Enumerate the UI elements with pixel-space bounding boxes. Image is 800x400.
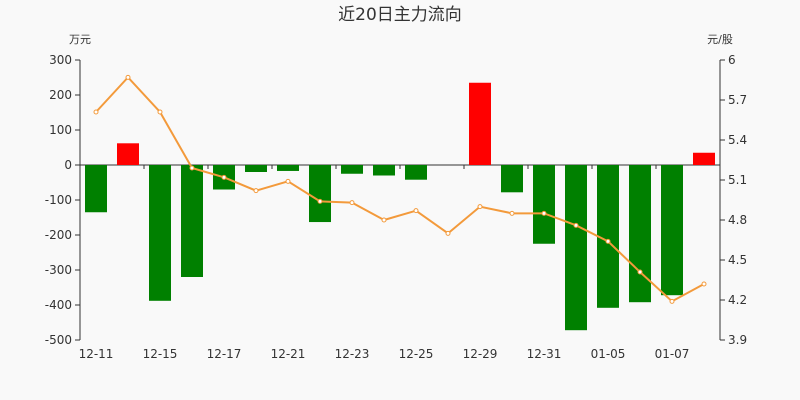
flow-bar — [373, 165, 395, 176]
x-tick-label: 01-05 — [591, 347, 626, 361]
left-axis-unit: 万元 — [69, 33, 91, 46]
x-tick-label: 12-23 — [335, 347, 370, 361]
left-tick-label: -200 — [45, 228, 72, 242]
x-tick-label: 12-11 — [79, 347, 114, 361]
flow-bar — [245, 165, 267, 172]
flow-bar — [341, 165, 363, 174]
flow-bar — [469, 82, 491, 165]
flow-bar — [533, 165, 555, 244]
left-tick-label: -300 — [45, 263, 72, 277]
price-point — [701, 281, 707, 287]
flow-bar — [565, 165, 587, 331]
axes — [75, 59, 725, 341]
tick-labels: 300 200 100 0 -100 -200 -300 -400 -500 6 5.7 5.4 5.1… — [45, 53, 747, 361]
price-point — [381, 217, 387, 223]
flow-bar — [309, 165, 331, 223]
x-tick-label: 12-29 — [463, 347, 498, 361]
x-tick-label: 12-15 — [143, 347, 178, 361]
left-tick-label: -100 — [45, 193, 72, 207]
price-point — [285, 178, 291, 184]
price-point — [573, 222, 579, 228]
flow-bar — [117, 143, 139, 165]
chart-title: 近20日主力流向 — [338, 5, 462, 25]
bar-series — [85, 82, 715, 331]
x-tick-label: 12-21 — [271, 347, 306, 361]
flow-bar — [85, 165, 107, 213]
right-tick-label: 5.1 — [728, 173, 747, 187]
x-tick-label: 12-31 — [527, 347, 562, 361]
price-point — [157, 109, 163, 115]
price-point — [605, 238, 611, 244]
price-point — [349, 200, 355, 206]
price-point — [477, 204, 483, 210]
price-point — [221, 174, 227, 180]
price-point — [541, 210, 547, 216]
price-point — [669, 298, 675, 304]
flow-bar — [501, 165, 523, 193]
price-line — [95, 75, 705, 303]
x-tick-label: 12-17 — [207, 347, 242, 361]
right-tick-label: 4.5 — [728, 253, 747, 267]
flow-bar — [693, 152, 715, 165]
price-point — [93, 109, 99, 115]
price-point — [253, 188, 259, 194]
price-point — [317, 198, 323, 204]
x-tick-label: 12-25 — [399, 347, 434, 361]
right-tick-label: 3.9 — [728, 333, 747, 347]
price-point — [189, 165, 195, 171]
left-tick-label: -400 — [45, 298, 72, 312]
price-point — [413, 208, 419, 214]
left-tick-label: -500 — [45, 333, 72, 347]
left-tick-label: 300 — [49, 53, 72, 67]
flow-bar — [181, 165, 203, 277]
price-point — [509, 210, 515, 216]
left-tick-label: 0 — [64, 158, 72, 172]
x-tick-label: 01-07 — [655, 347, 690, 361]
right-axis-unit: 元/股 — [707, 33, 733, 46]
price-point — [637, 269, 643, 275]
left-tick-label: 100 — [49, 123, 72, 137]
flow-bar — [661, 165, 683, 296]
left-tick-label: 200 — [49, 88, 72, 102]
flow-bar — [405, 165, 427, 180]
flow-bar — [149, 165, 171, 301]
flow-bar — [597, 165, 619, 308]
right-tick-label: 4.8 — [728, 213, 747, 227]
right-tick-label: 5.4 — [728, 133, 747, 147]
right-tick-label: 6 — [728, 53, 736, 67]
price-line-series — [93, 74, 707, 304]
right-tick-label: 4.2 — [728, 293, 747, 307]
flow-bar — [629, 165, 651, 303]
price-point — [125, 74, 131, 80]
flow-bar — [277, 165, 299, 171]
right-tick-label: 5.7 — [728, 93, 747, 107]
price-point — [445, 230, 451, 236]
